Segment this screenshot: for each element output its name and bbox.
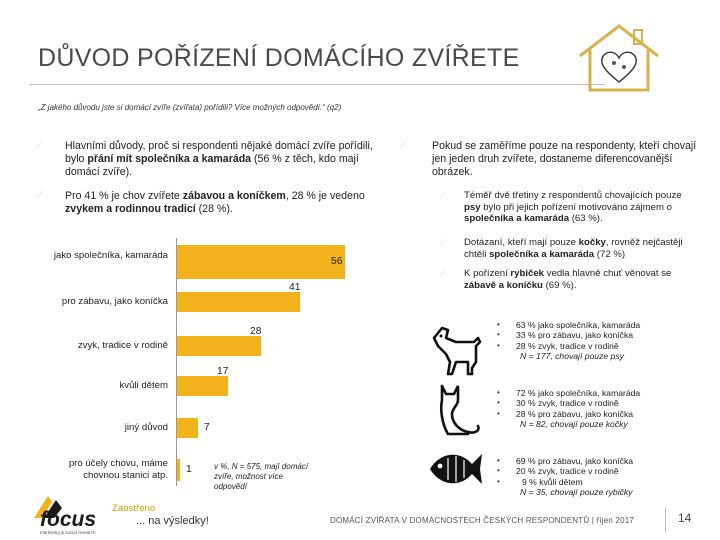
focus-logo-mark: [34, 496, 62, 518]
logo-focus: focus: [40, 508, 97, 531]
right-bullet-cats: Dotázaní, kteří mají pouze kočky, rovněž…: [464, 237, 683, 260]
bullet-dots-dogs: • • •: [497, 320, 500, 350]
right-bullet-dogs: Téměř dvě třetiny z respondentů chovajíc…: [464, 190, 682, 224]
data-label: 7: [204, 422, 210, 433]
data-label: 28: [250, 326, 262, 337]
logo-subtitle: marketing & social research: [40, 530, 96, 535]
bullet-icon: ⟋: [440, 268, 447, 278]
category-label: jiný důvod: [124, 422, 168, 433]
bullet-icon: ⟋: [440, 237, 447, 247]
left-bullet-1: Hlavními důvody, proč si respondenti něj…: [65, 140, 373, 178]
footer-text: DOMÁCÍ ZVÍŘATA V DOMÁCNOSTECH ČESKÝCH RE…: [330, 516, 635, 525]
category-label: jako společníka, kamaráda: [53, 250, 168, 261]
fish-stats: 69 % pro zábavu, jako koníčka 20 % zvyk, …: [516, 456, 634, 498]
bar-3: [177, 376, 228, 396]
cat-stats: 72 % jako společníka, kamaráda 30 % zvyk,…: [516, 388, 641, 430]
data-label: 41: [289, 282, 301, 293]
page-title: DŮVOD POŘÍZENÍ DOMÁCÍHO ZVÍŘETE: [38, 44, 520, 72]
category-label: pro účely chovu, máme chovnou stanici at…: [68, 458, 168, 481]
category-label: kvůli dětem: [119, 380, 168, 391]
house-heart-icon: [579, 24, 659, 92]
title-divider: [30, 84, 605, 85]
bar-2: [177, 336, 261, 356]
bar-0: [177, 245, 345, 279]
right-bullet-fish: K pořízení rybiček vedla hlavně chuť věn…: [464, 268, 672, 291]
bullet-icon: ⟋: [400, 140, 407, 151]
fish-icon: [430, 454, 482, 484]
data-label: 56: [331, 256, 343, 267]
bar-5: [177, 459, 180, 481]
logo-zaostreno: Zaostřeno: [112, 503, 156, 514]
cat-icon: [439, 384, 480, 436]
bar-4: [177, 418, 198, 438]
page-number: 14: [678, 511, 692, 525]
chart-axis-line: [176, 238, 177, 486]
category-label: pro zábavu, jako koníčka: [61, 296, 168, 307]
category-label: zvyk, tradice v rodině: [77, 340, 168, 351]
footer-divider: [665, 508, 666, 532]
bullet-icon: ⟋: [36, 190, 43, 201]
logo-tagline: ... na výsledky!: [136, 515, 209, 527]
data-label: 1: [186, 464, 192, 475]
bullet-icon: ⟋: [36, 140, 43, 151]
survey-question: „Z jakého důvodu jste si domácí zvíře (z…: [38, 103, 342, 112]
bullet-dots-fish: • • •: [497, 456, 500, 486]
chart-note: v %, N = 575, mají domácí zvíře, možnost…: [214, 462, 309, 491]
bullet-dots-cats: • • •: [497, 388, 500, 418]
bullet-icon: ⟋: [440, 190, 447, 200]
dog-icon: [432, 326, 482, 376]
left-bullet-2: Pro 41 % je chov zvířete zábavou a koníč…: [65, 190, 365, 215]
dog-stats: 63 % jako společníka, kamaráda 33 % pro z…: [516, 320, 641, 362]
bar-1: [177, 292, 300, 312]
data-label: 17: [217, 366, 229, 377]
right-intro: Pokud se zaměříme pouze na respondenty, …: [432, 140, 697, 178]
